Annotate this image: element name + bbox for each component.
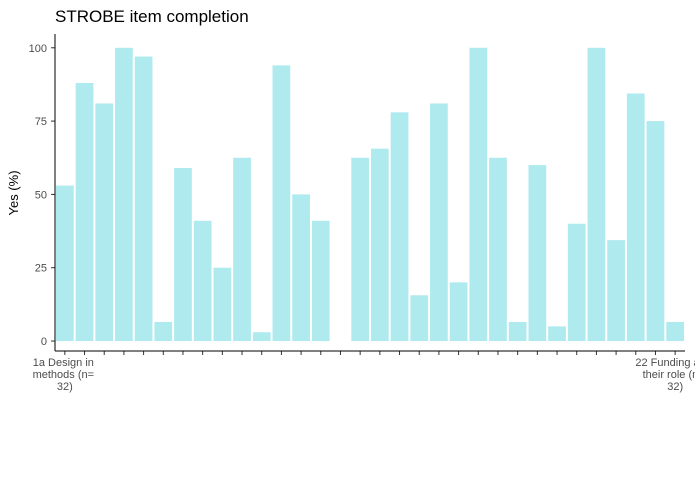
bar [134,56,153,342]
bar [567,223,586,342]
x-tick-label: 22 Funding and their role (n= 32) [635,357,695,393]
bar [666,321,685,342]
bar [272,65,291,342]
bar [508,321,527,342]
bar [626,93,645,342]
bar [646,121,665,342]
bar [252,332,271,342]
y-tick-label: 100 [29,43,47,55]
bar [430,103,448,342]
bar [390,112,409,342]
chart-title: STROBE item completion [55,7,249,26]
bar [154,321,173,342]
bar [489,157,507,342]
bar [370,148,389,342]
bar [55,185,74,342]
bar [587,47,606,342]
bar [449,282,468,342]
bar [213,267,232,342]
bar [115,47,133,342]
y-axis-title: Yes (%) [6,170,21,215]
bar [174,168,192,342]
bar [95,103,114,342]
bar [548,326,566,342]
bar [410,295,429,342]
y-tick-label: 25 [35,263,47,275]
y-tick-label: 0 [41,336,47,348]
bar [292,194,310,342]
bar [193,220,212,342]
bar [469,47,488,342]
bar [351,157,370,342]
y-tick-label: 50 [35,189,47,201]
bar [311,220,330,342]
bar [607,240,625,342]
bar [75,82,94,342]
bar [233,157,251,342]
x-tick-label: 1a Design in methods (n= 32) [33,357,98,393]
bar [528,165,547,342]
y-tick-label: 75 [35,116,47,128]
